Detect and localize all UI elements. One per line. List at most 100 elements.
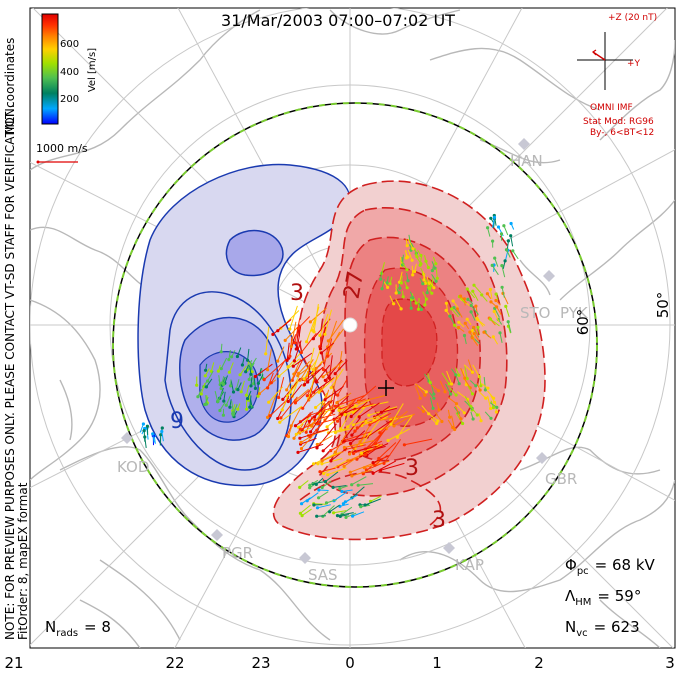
velocity-vector bbox=[423, 273, 426, 284]
vector-origin bbox=[298, 511, 302, 515]
vector-origin bbox=[216, 369, 220, 373]
vector-origin bbox=[204, 368, 208, 372]
vector-origin bbox=[278, 420, 282, 424]
imf-model: Stat Mod: RG96 bbox=[583, 117, 654, 127]
velocity-vector bbox=[345, 512, 357, 518]
vector-origin bbox=[411, 296, 415, 300]
vector-origin bbox=[416, 307, 421, 311]
vector-origin bbox=[364, 468, 368, 472]
velocity-vector bbox=[300, 504, 311, 514]
vector-origin bbox=[276, 416, 280, 421]
vector-origin bbox=[250, 370, 254, 374]
vector-origin bbox=[489, 416, 493, 420]
vector-origin bbox=[386, 438, 390, 443]
vector-origin bbox=[348, 452, 352, 456]
vector-origin bbox=[504, 248, 509, 252]
vector-origin bbox=[238, 373, 242, 377]
vector-origin bbox=[457, 373, 461, 377]
vector-origin bbox=[436, 419, 440, 423]
velocity-vector bbox=[337, 459, 354, 468]
velocity-vector bbox=[319, 313, 329, 336]
velocity-vector bbox=[463, 364, 473, 373]
velocity-vector bbox=[344, 406, 365, 416]
velocity-vector bbox=[289, 305, 298, 330]
hm-boundary-dash bbox=[112, 102, 598, 588]
velocity-vector bbox=[447, 397, 457, 405]
vector-origin bbox=[204, 385, 208, 389]
velocity-vector bbox=[415, 386, 421, 399]
vector-origin bbox=[470, 328, 474, 333]
velocity-vector bbox=[279, 405, 303, 423]
vector-origin bbox=[314, 482, 318, 486]
vector-origin bbox=[309, 430, 313, 434]
velocity-vector bbox=[310, 409, 326, 433]
velocity-vector bbox=[323, 346, 329, 370]
velocity-vector bbox=[347, 405, 367, 428]
velocity-vector bbox=[490, 318, 500, 327]
preview-note: NOTE: FOR PREVIEW PURPOSES ONLY. PLEASE … bbox=[3, 104, 17, 640]
vector-origin bbox=[196, 395, 200, 399]
vector-origin bbox=[323, 332, 327, 336]
vector-origin bbox=[492, 309, 496, 314]
vector-origin bbox=[486, 386, 490, 390]
velocity-vector bbox=[307, 364, 311, 383]
velocity-vector bbox=[228, 350, 231, 360]
vector-origin bbox=[293, 401, 297, 405]
velocity-vector bbox=[365, 443, 381, 455]
vector-origin bbox=[256, 394, 260, 398]
velocity-vector bbox=[415, 383, 426, 396]
vector-origin bbox=[350, 474, 354, 478]
velocity-vector bbox=[493, 311, 500, 323]
velocity-vector bbox=[334, 360, 348, 374]
velocity-vector bbox=[308, 400, 330, 422]
velocity-vector bbox=[466, 288, 475, 299]
velocity-vector bbox=[293, 423, 304, 439]
vector-origin bbox=[478, 388, 482, 392]
potential-max-marker bbox=[378, 380, 394, 396]
velocity-vector bbox=[334, 431, 348, 453]
velocity-vector bbox=[342, 417, 361, 442]
vector-origin bbox=[341, 502, 345, 506]
vector-origin bbox=[266, 368, 270, 372]
velocity-vector bbox=[286, 342, 290, 361]
mlt-tick: 23 bbox=[251, 654, 270, 672]
vector-origin bbox=[363, 452, 368, 457]
vector-origin bbox=[322, 471, 326, 476]
vector-origin bbox=[312, 462, 316, 466]
vector-origin bbox=[246, 397, 250, 401]
vector-origin bbox=[488, 317, 493, 321]
velocity-vector bbox=[313, 304, 319, 332]
velocity-vector bbox=[350, 401, 368, 417]
vector-origin bbox=[288, 327, 292, 331]
vector-origin bbox=[312, 503, 316, 507]
vector-origin bbox=[267, 400, 271, 404]
vector-origin bbox=[235, 354, 239, 359]
vector-origin bbox=[299, 440, 303, 444]
vector-origin bbox=[335, 514, 340, 518]
vector-origin bbox=[359, 505, 363, 509]
velocity-vector bbox=[396, 415, 413, 438]
vector-origin bbox=[371, 471, 375, 475]
velocity-vector bbox=[351, 486, 365, 499]
vector-origin bbox=[485, 292, 489, 296]
vector-origin bbox=[410, 258, 414, 262]
vector-origin bbox=[418, 396, 422, 400]
vector-origin bbox=[203, 402, 207, 407]
vector-origin bbox=[328, 510, 332, 514]
vector-origin bbox=[398, 286, 402, 290]
velocity-vector bbox=[318, 417, 341, 425]
velocity-vector bbox=[341, 407, 357, 415]
vector-origin bbox=[350, 483, 354, 487]
velocity-vector bbox=[330, 441, 346, 452]
velocity-vector bbox=[341, 489, 353, 492]
velocity-vector bbox=[219, 401, 226, 411]
vector-origin bbox=[434, 279, 438, 283]
lambda-hm-stat: ΛHM = 59° bbox=[565, 587, 641, 608]
velocity-vector bbox=[320, 371, 333, 391]
vector-origin bbox=[428, 286, 432, 290]
velocity-vector bbox=[322, 451, 344, 462]
velocity-vector bbox=[230, 380, 234, 393]
vector-origin bbox=[160, 429, 164, 434]
velocity-vector bbox=[390, 403, 404, 425]
velocity-vector bbox=[507, 321, 512, 333]
